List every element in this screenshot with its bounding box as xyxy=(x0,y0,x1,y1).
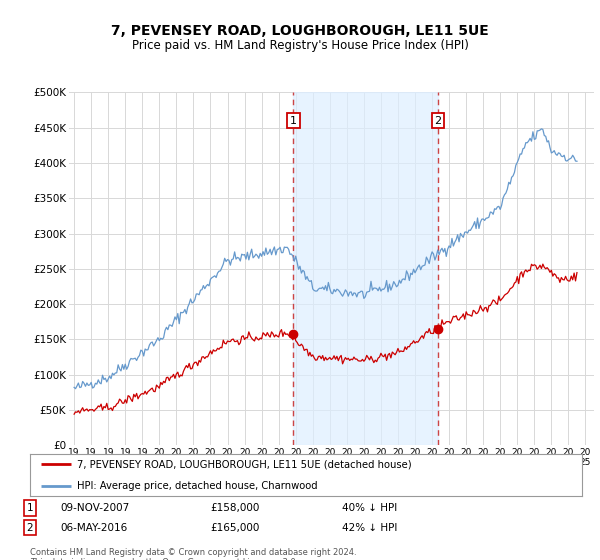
Text: 7, PEVENSEY ROAD, LOUGHBOROUGH, LE11 5UE (detached house): 7, PEVENSEY ROAD, LOUGHBOROUGH, LE11 5UE… xyxy=(77,459,412,469)
Text: £165,000: £165,000 xyxy=(210,522,259,533)
Text: 7, PEVENSEY ROAD, LOUGHBOROUGH, LE11 5UE: 7, PEVENSEY ROAD, LOUGHBOROUGH, LE11 5UE xyxy=(111,24,489,38)
Text: Price paid vs. HM Land Registry's House Price Index (HPI): Price paid vs. HM Land Registry's House … xyxy=(131,39,469,52)
Text: HPI: Average price, detached house, Charnwood: HPI: Average price, detached house, Char… xyxy=(77,482,317,491)
Text: 2: 2 xyxy=(26,522,34,533)
Text: 1: 1 xyxy=(290,115,297,125)
Text: £158,000: £158,000 xyxy=(210,503,259,513)
Text: 42% ↓ HPI: 42% ↓ HPI xyxy=(342,522,397,533)
Text: 09-NOV-2007: 09-NOV-2007 xyxy=(60,503,129,513)
Text: Contains HM Land Registry data © Crown copyright and database right 2024.
This d: Contains HM Land Registry data © Crown c… xyxy=(30,548,356,560)
Text: 06-MAY-2016: 06-MAY-2016 xyxy=(60,522,127,533)
Text: 40% ↓ HPI: 40% ↓ HPI xyxy=(342,503,397,513)
Text: 2: 2 xyxy=(434,115,442,125)
Text: 1: 1 xyxy=(26,503,34,513)
Bar xyxy=(293,92,438,445)
